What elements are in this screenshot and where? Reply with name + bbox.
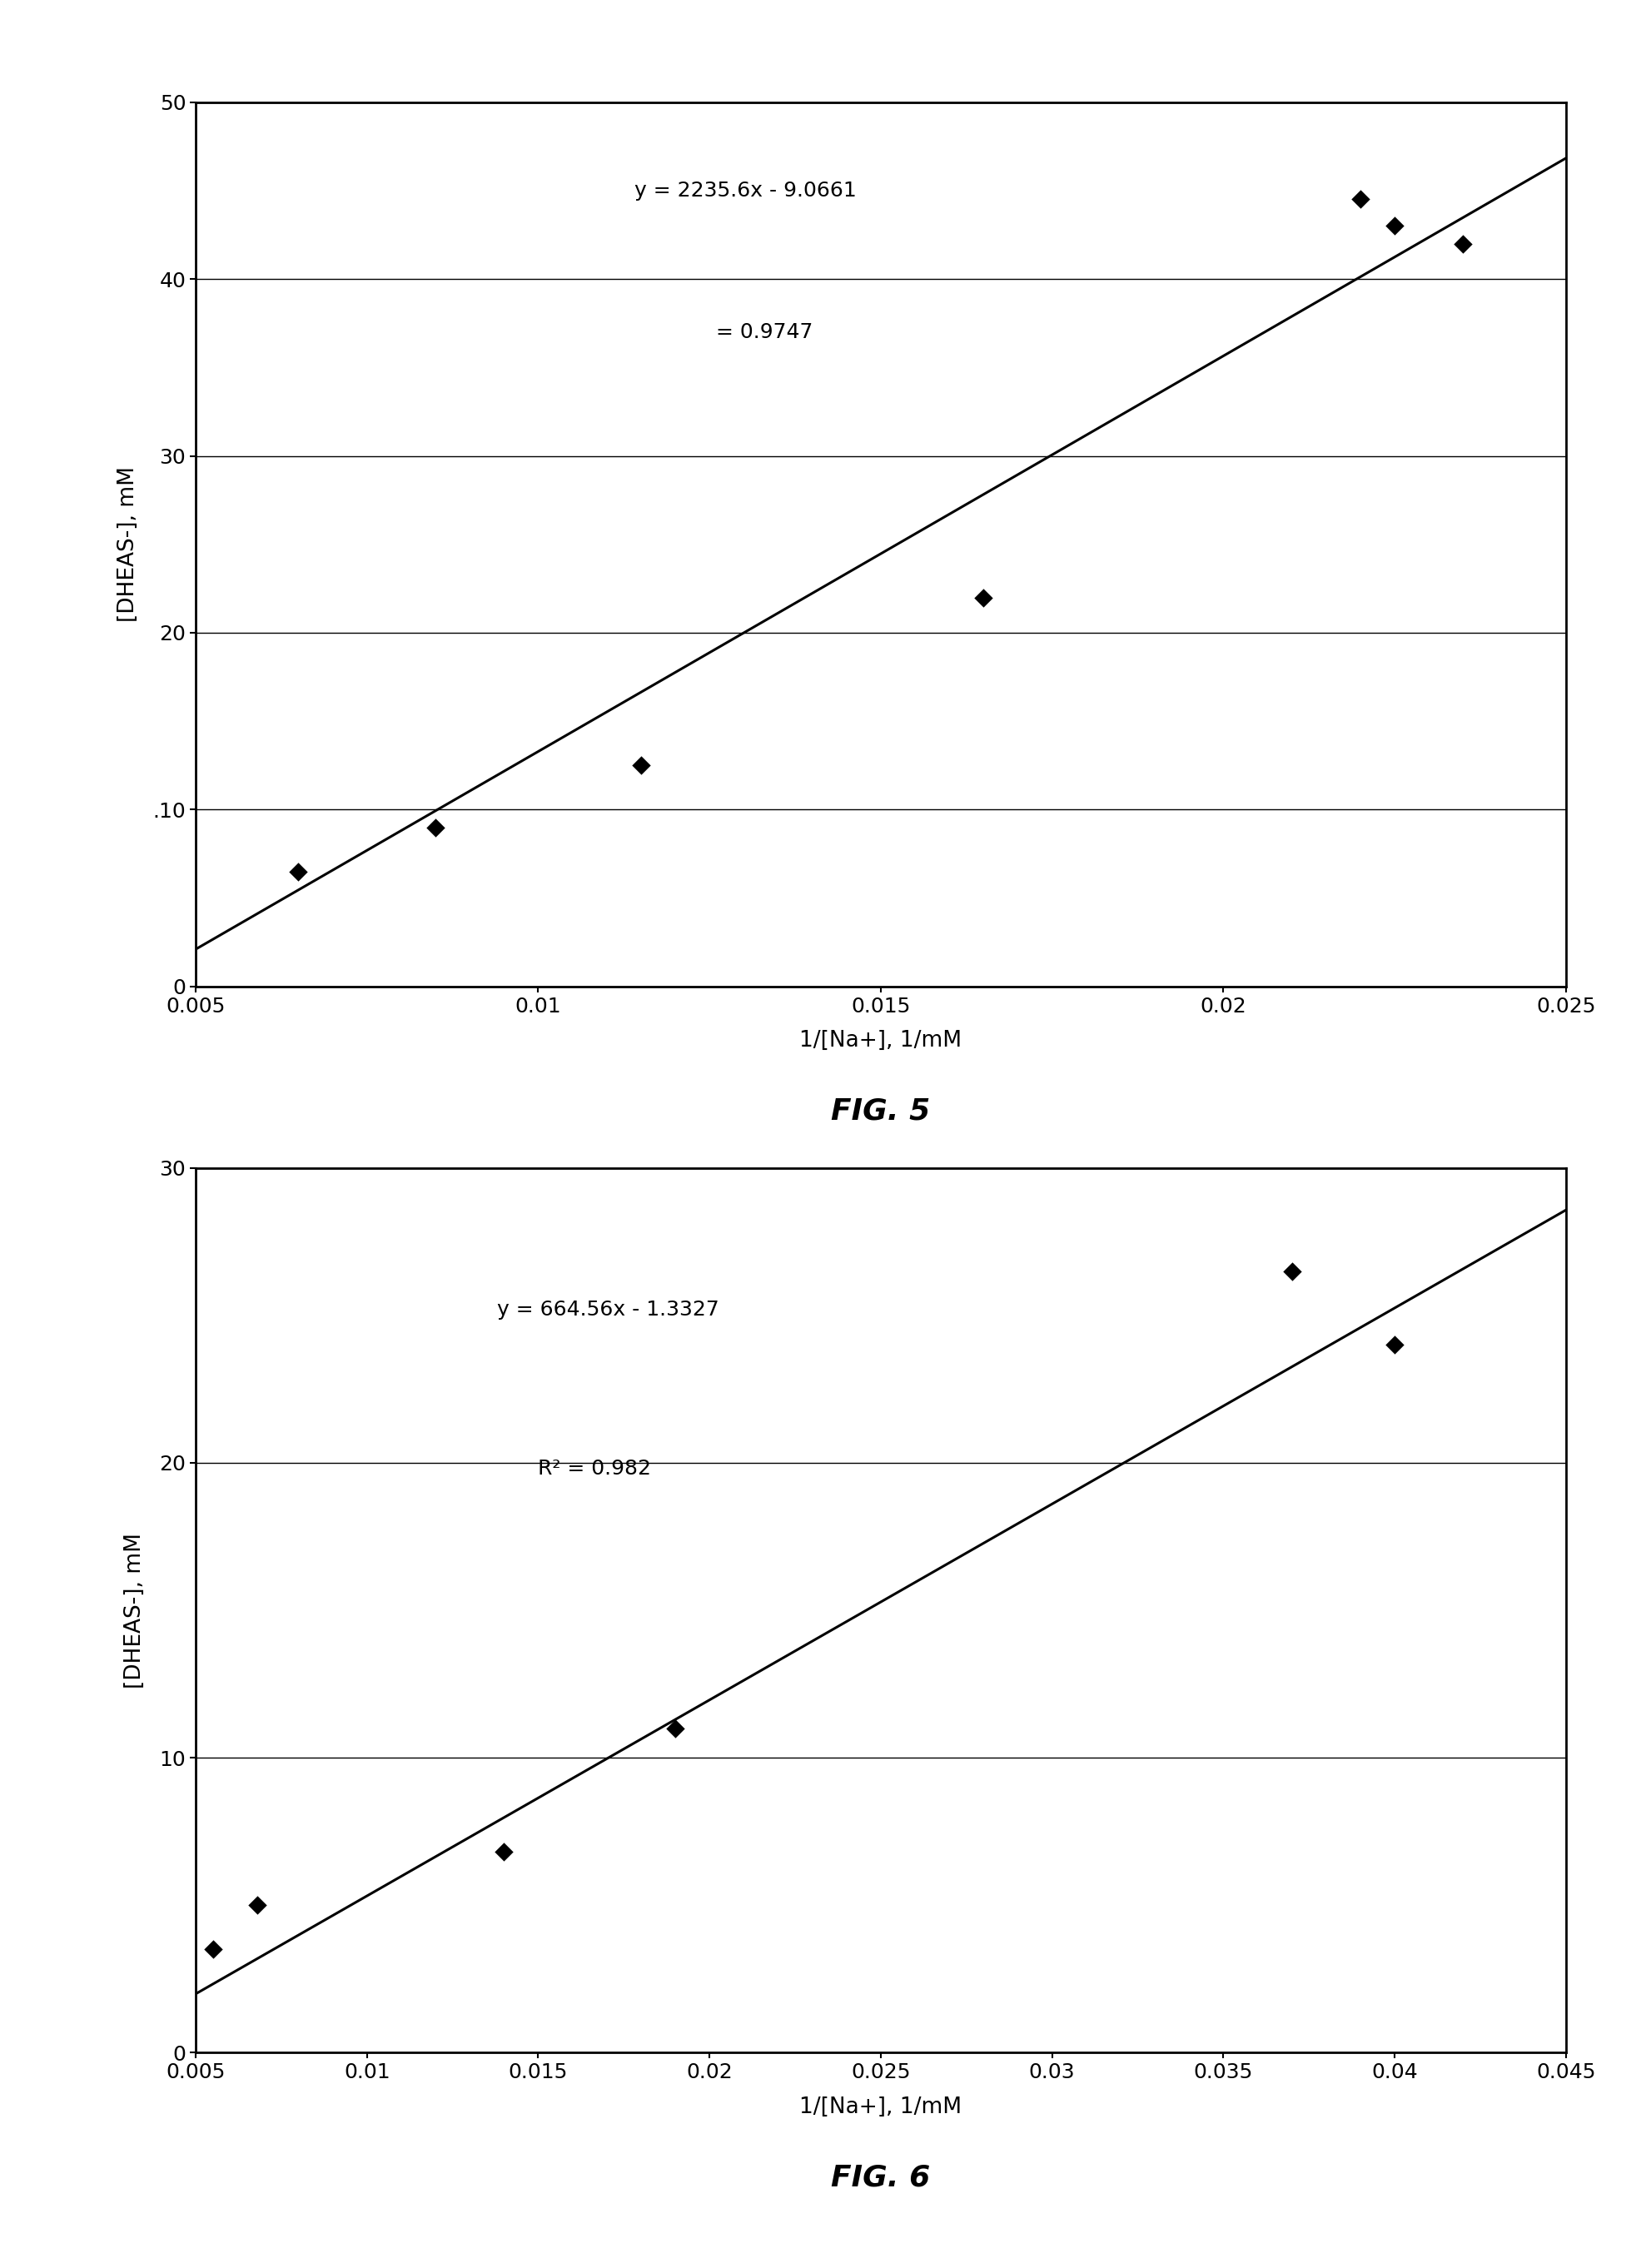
Point — [662, 1710, 688, 1746]
X-axis label: 1/[Na+], 1/mM: 1/[Na+], 1/mM — [799, 1030, 962, 1052]
Point — [1450, 225, 1476, 261]
Point — [1381, 1327, 1408, 1363]
Point — [628, 748, 654, 785]
Text: = 0.9747: = 0.9747 — [716, 322, 814, 342]
Text: y = 2235.6x - 9.0661: y = 2235.6x - 9.0661 — [634, 181, 856, 200]
Text: R² = 0.982: R² = 0.982 — [538, 1458, 651, 1479]
Point — [1279, 1252, 1305, 1288]
Text: FIG. 5: FIG. 5 — [832, 1098, 930, 1125]
X-axis label: 1/[Na+], 1/mM: 1/[Na+], 1/mM — [799, 2096, 962, 2118]
Point — [422, 810, 449, 846]
Point — [199, 1930, 225, 1966]
Point — [491, 1835, 517, 1871]
Point — [1347, 181, 1373, 218]
Point — [245, 1887, 271, 1923]
Y-axis label: [DHEAS-], mM: [DHEAS-], mM — [124, 1533, 145, 1687]
Point — [1381, 209, 1408, 245]
Text: FIG. 6: FIG. 6 — [832, 2164, 930, 2191]
Text: y = 664.56x - 1.3327: y = 664.56x - 1.3327 — [497, 1300, 719, 1320]
Point — [285, 853, 312, 889]
Y-axis label: [DHEAS-], mM: [DHEAS-], mM — [117, 467, 139, 621]
Point — [970, 578, 997, 615]
